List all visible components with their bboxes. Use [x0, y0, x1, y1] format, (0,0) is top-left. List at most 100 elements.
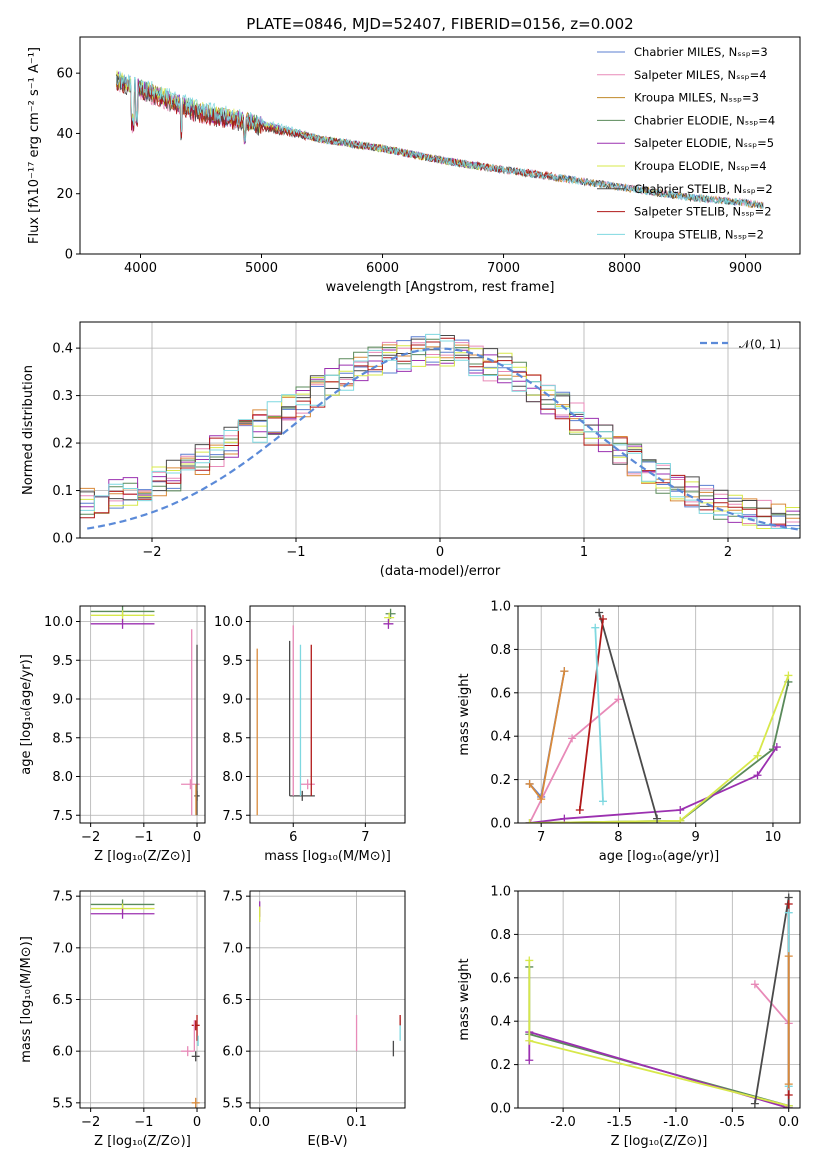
data-point [383, 618, 394, 629]
data-point [784, 1080, 793, 1089]
y-tick-label: 8.5 [52, 731, 73, 746]
y-tick-label: 7.5 [222, 890, 243, 905]
y-axis-label: mass weight [457, 958, 472, 1040]
data-point [560, 814, 569, 823]
panel-z-age: −2 −1 0 7.5 8.0 8.5 9.0 9.5 10.0 Z [log₁₀(Z/Z⊙)] a… [19, 605, 206, 864]
x-tick-label: -1.0 [663, 1115, 688, 1130]
data-point [676, 805, 685, 814]
y-tick-label: 1.0 [490, 885, 511, 900]
figure-title: PLATE=0846, MJD=52407, FIBERID=0156, z=0… [246, 15, 633, 33]
data-point [575, 805, 584, 814]
x-tick-label: 0 [193, 830, 201, 845]
y-tick-label: 60 [56, 67, 73, 82]
y-tick-label: 5.5 [222, 1096, 243, 1111]
panel-mass-age: 6 7 7.5 8.0 8.5 9.0 9.5 10.0 mass [log₁₀(M/M⊙)] [214, 605, 406, 864]
data-point [784, 952, 793, 961]
y-tick-label: 0.6 [490, 686, 511, 701]
y-tick-label: 8.0 [222, 770, 243, 785]
axes-frame [79, 605, 206, 824]
x-tick-label: 9000 [729, 261, 762, 276]
x-axis-label: (data-model)/error [380, 564, 501, 579]
chart-panels: 4000 5000 6000 7000 8000 90000204060wavelengt… [19, 36, 801, 1149]
y-tick-label: 8.0 [52, 770, 73, 785]
x-axis-label: Z [log₁₀(Z/Z⊙)] [611, 1134, 708, 1149]
plot-area [525, 608, 793, 823]
y-tick-label: 6.0 [52, 1045, 73, 1060]
y-tick-label: 9.0 [222, 693, 243, 708]
series-line-6 [598, 612, 658, 819]
x-axis-label: E(B-V) [307, 1134, 347, 1149]
data-point [784, 671, 793, 680]
data-point [784, 1104, 793, 1108]
plot-area [525, 893, 793, 1108]
y-tick-label: 0.1 [52, 484, 73, 499]
data-point [384, 612, 395, 623]
data-point [595, 608, 604, 617]
data-point [750, 1099, 759, 1108]
y-tick-label: 6.5 [222, 993, 243, 1008]
x-tick-label: −1 [134, 830, 153, 845]
reference-gaussian [87, 347, 800, 531]
x-axis-label: age [log₁₀(age/yr)] [599, 849, 720, 864]
x-tick-label: 4000 [124, 261, 157, 276]
y-axis-label: Normed distribution [21, 365, 36, 495]
y-tick-label: 7.5 [52, 890, 73, 905]
y-tick-label: 7.0 [222, 941, 243, 956]
legend-entry: Salpeter MILES, Nₛₛₚ=4 [634, 68, 767, 82]
axes-frame [517, 605, 801, 824]
y-tick-label: 0.4 [52, 342, 73, 357]
x-tick-label: 0.1 [346, 1115, 367, 1130]
x-tick-label: 0 [193, 1115, 201, 1130]
x-tick-label: 0.0 [249, 1115, 270, 1130]
x-axis-label: Z [log₁₀(Z/Z⊙)] [94, 849, 191, 864]
data-point [598, 797, 607, 806]
x-tick-label: 7000 [487, 261, 520, 276]
y-tick-label: 10.0 [214, 615, 243, 630]
y-axis-label: mass weight [457, 673, 472, 755]
y-tick-label: 0.0 [490, 817, 511, 832]
y-axis-label: age [log₁₀(age/yr)] [19, 654, 34, 775]
data-point [653, 814, 662, 823]
data-point [525, 779, 534, 788]
data-point [772, 743, 781, 752]
y-tick-label: 0.2 [490, 773, 511, 788]
y-tick-label: 0.8 [490, 928, 511, 943]
x-tick-label: 9 [692, 830, 700, 845]
series-line-6 [115, 74, 764, 209]
data-point [614, 695, 623, 704]
x-tick-label: −2 [81, 1115, 100, 1130]
data-point [784, 908, 793, 917]
x-tick-label: 6 [289, 830, 297, 845]
y-tick-label: 9.5 [222, 654, 243, 669]
x-tick-label: 8000 [608, 261, 641, 276]
x-tick-label: -0.5 [720, 1115, 745, 1130]
y-tick-label: 0.6 [490, 971, 511, 986]
y-tick-label: 0.2 [490, 1058, 511, 1073]
data-point [784, 900, 793, 909]
y-tick-label: 9.0 [52, 693, 73, 708]
panel-z-mass: −2 −1 0 5.5 6.0 6.5 7.0 7.5 Z [log₁₀(Z/Z⊙)] mass … [19, 890, 206, 1149]
series-line-7 [115, 76, 553, 179]
data-point [591, 623, 600, 632]
legend-entry: Salpeter STELIB, Nₛₛₚ=2 [634, 205, 772, 219]
data-point [560, 667, 569, 676]
axes-frame [79, 36, 801, 255]
x-tick-label: 2 [724, 545, 732, 560]
x-axis-label: Z [log₁₀(Z/Z⊙)] [94, 1134, 191, 1149]
plot-area [256, 608, 396, 816]
data-point [525, 1036, 534, 1045]
plot-area [90, 606, 200, 816]
x-axis-label: wavelength [Angstrom, rest frame] [326, 280, 555, 295]
y-tick-label: 10.0 [44, 615, 73, 630]
y-tick-label: 0.2 [52, 437, 73, 452]
legend-entry: Chabrier MILES, Nₛₛₚ=3 [634, 45, 768, 59]
y-tick-label: 0.0 [490, 1102, 511, 1117]
x-tick-label: 10 [765, 830, 782, 845]
y-tick-label: 0.8 [490, 643, 511, 658]
x-tick-label: 8 [614, 830, 622, 845]
y-axis-label: mass [log₁₀(M/M⊙)] [19, 936, 34, 1063]
panel-ebv-mass: 0.0 0.1 5.5 6.0 6.5 7.0 7.5 E(B-V) [222, 890, 406, 1149]
legend-entry: Kroupa ELODIE, Nₛₛₚ=4 [634, 159, 767, 173]
y-tick-label: 9.5 [52, 654, 73, 669]
